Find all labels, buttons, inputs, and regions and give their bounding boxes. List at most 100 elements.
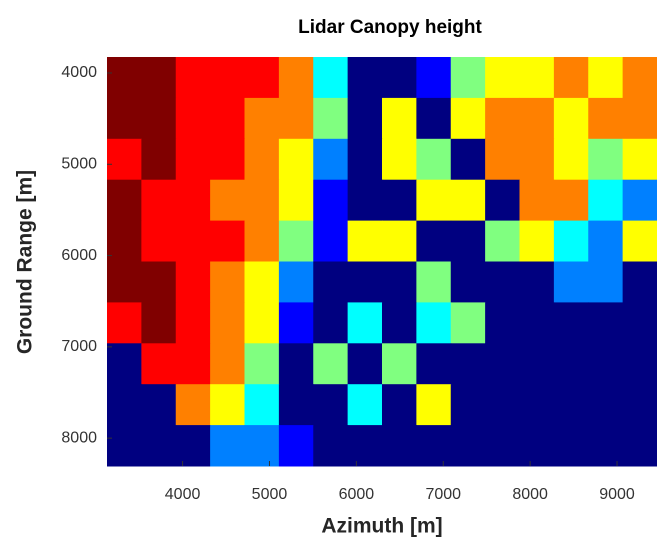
heat-cell	[588, 425, 624, 467]
heat-cell	[278, 302, 314, 344]
heat-cell	[313, 57, 349, 99]
heat-cell	[485, 302, 520, 344]
x-tick-label: 9000	[599, 486, 635, 503]
x-tick-label: 6000	[339, 486, 375, 503]
heat-cell	[416, 261, 452, 303]
heat-cell	[485, 384, 520, 426]
heat-cell	[519, 97, 555, 140]
heat-cell	[519, 302, 555, 344]
heat-cell	[107, 425, 142, 467]
heat-cell	[622, 261, 657, 303]
heat-cell	[588, 138, 624, 181]
heat-cell	[450, 57, 486, 99]
heat-cell	[210, 179, 245, 222]
heat-cell	[519, 425, 555, 467]
x-tick-label: 8000	[512, 486, 548, 503]
heatmap	[107, 57, 657, 467]
heat-cell	[175, 261, 211, 303]
heat-cell	[210, 302, 245, 344]
heat-cell	[553, 97, 589, 140]
y-tick-label: 5000	[61, 155, 97, 172]
heat-cell	[485, 220, 520, 262]
heat-cell	[278, 261, 314, 303]
heat-cell	[416, 343, 452, 385]
heat-cell	[244, 425, 280, 467]
heat-cell	[278, 138, 314, 181]
heat-cell	[141, 97, 177, 140]
heat-cell	[141, 384, 177, 426]
heat-cell	[244, 97, 280, 140]
heat-cell	[313, 261, 349, 303]
heat-cell	[141, 179, 177, 222]
heat-cell	[278, 220, 314, 262]
y-tick-label: 4000	[61, 64, 97, 81]
heat-cell	[244, 384, 280, 426]
x-tick-label: 7000	[425, 486, 461, 503]
heat-cell	[175, 302, 211, 344]
heat-cell	[210, 425, 245, 467]
heat-cell	[347, 179, 383, 222]
heat-cell	[244, 220, 280, 262]
heat-cell	[244, 302, 280, 344]
heat-cell	[175, 97, 211, 140]
heat-cell	[175, 220, 211, 262]
heat-cell	[313, 384, 349, 426]
heat-cell	[210, 343, 245, 385]
heat-cell	[107, 384, 142, 426]
heat-cell	[347, 97, 383, 140]
heat-cell	[313, 179, 349, 222]
heat-cell	[141, 425, 177, 467]
heat-cell	[416, 220, 452, 262]
heat-cell	[622, 220, 657, 262]
heat-cell	[519, 179, 555, 222]
heat-cell	[347, 302, 383, 344]
heat-cell	[141, 138, 177, 181]
heat-cell	[416, 97, 452, 140]
heat-cell	[416, 425, 452, 467]
heat-cell	[416, 384, 452, 426]
heat-cell	[553, 425, 589, 467]
heat-cell	[622, 425, 657, 467]
heat-cell	[313, 425, 349, 467]
heat-cell	[485, 97, 520, 140]
x-axis-label: Azimuth [m]	[321, 515, 442, 538]
x-tick-label: 5000	[252, 486, 288, 503]
heat-cell	[313, 97, 349, 140]
heat-cell	[175, 179, 211, 222]
heat-cell	[450, 220, 486, 262]
heat-cell	[588, 343, 624, 385]
heat-cell	[347, 220, 383, 262]
heat-cell	[450, 302, 486, 344]
heat-cell	[107, 302, 142, 344]
heat-cell	[485, 425, 520, 467]
heat-cell	[382, 57, 417, 99]
heat-cell	[347, 261, 383, 303]
heat-cell	[416, 138, 452, 181]
heat-cell	[485, 261, 520, 303]
heat-cell	[175, 425, 211, 467]
heat-cell	[382, 138, 417, 181]
heat-cell	[175, 138, 211, 181]
heat-cell	[313, 220, 349, 262]
heat-cell	[553, 179, 589, 222]
heat-cell	[450, 384, 486, 426]
heat-cell	[553, 220, 589, 262]
heat-cell	[553, 384, 589, 426]
heat-cell	[210, 57, 245, 99]
heat-cell	[278, 343, 314, 385]
heat-cell	[382, 261, 417, 303]
heat-cell	[347, 384, 383, 426]
heat-cell	[175, 343, 211, 385]
heat-cell	[553, 57, 589, 99]
heat-cell	[244, 57, 280, 99]
heat-cell	[107, 220, 142, 262]
heat-cell	[382, 179, 417, 222]
heat-cell	[347, 138, 383, 181]
heat-cell	[278, 97, 314, 140]
heat-cell	[313, 138, 349, 181]
heat-cell	[244, 261, 280, 303]
heat-cell	[622, 343, 657, 385]
heat-cell	[210, 220, 245, 262]
